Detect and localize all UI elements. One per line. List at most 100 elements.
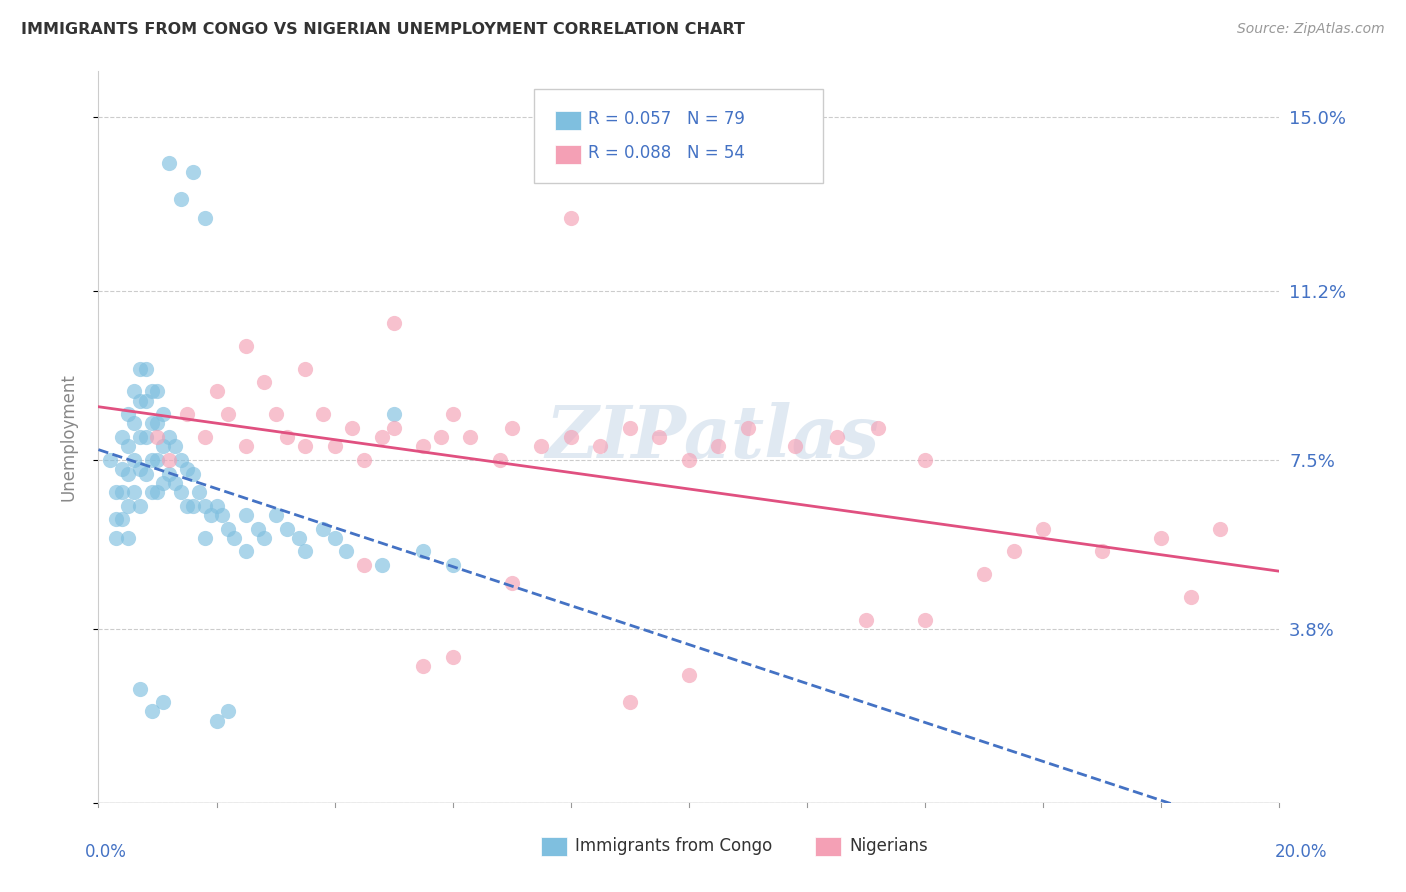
- Point: [785, 439, 807, 453]
- Point: [141, 705, 163, 719]
- Point: [460, 430, 482, 444]
- Point: [253, 531, 276, 545]
- Point: [678, 453, 700, 467]
- Point: [264, 407, 287, 421]
- Point: [412, 544, 434, 558]
- Point: [176, 407, 198, 421]
- Point: [441, 558, 464, 573]
- Point: [122, 453, 145, 467]
- Point: [353, 453, 375, 467]
- Point: [371, 430, 394, 444]
- Text: ZIPatlas: ZIPatlas: [546, 401, 880, 473]
- Point: [176, 462, 198, 476]
- Point: [128, 499, 150, 513]
- Point: [619, 421, 641, 435]
- Point: [441, 407, 464, 421]
- Point: [181, 165, 204, 179]
- Y-axis label: Unemployment: Unemployment: [59, 373, 77, 501]
- Point: [152, 439, 174, 453]
- Point: [294, 544, 316, 558]
- Point: [128, 393, 150, 408]
- Point: [973, 567, 995, 582]
- Point: [382, 407, 405, 421]
- Point: [560, 430, 582, 444]
- Point: [105, 485, 128, 500]
- Point: [128, 462, 150, 476]
- Point: [194, 499, 217, 513]
- Text: R = 0.088   N = 54: R = 0.088 N = 54: [588, 144, 745, 161]
- Point: [205, 499, 228, 513]
- Point: [98, 453, 121, 467]
- Point: [217, 705, 239, 719]
- Point: [146, 453, 169, 467]
- Point: [855, 613, 877, 627]
- Point: [135, 430, 157, 444]
- Point: [412, 439, 434, 453]
- Point: [128, 430, 150, 444]
- Point: [135, 393, 157, 408]
- Point: [122, 417, 145, 431]
- Point: [217, 407, 239, 421]
- Point: [105, 512, 128, 526]
- Text: Source: ZipAtlas.com: Source: ZipAtlas.com: [1237, 22, 1385, 37]
- Point: [335, 544, 357, 558]
- Point: [141, 384, 163, 399]
- Point: [128, 681, 150, 696]
- Point: [152, 695, 174, 709]
- Point: [288, 531, 311, 545]
- Point: [146, 384, 169, 399]
- Point: [128, 361, 150, 376]
- Point: [619, 695, 641, 709]
- Point: [530, 439, 553, 453]
- Point: [117, 467, 139, 481]
- Point: [157, 155, 180, 169]
- Point: [181, 499, 204, 513]
- Text: Nigerians: Nigerians: [849, 837, 928, 855]
- Point: [825, 430, 848, 444]
- Point: [737, 421, 759, 435]
- Point: [371, 558, 394, 573]
- Point: [146, 430, 169, 444]
- Point: [165, 439, 187, 453]
- Point: [707, 439, 730, 453]
- Point: [235, 544, 257, 558]
- Point: [1209, 521, 1232, 535]
- Point: [312, 407, 335, 421]
- Point: [312, 521, 335, 535]
- Point: [194, 531, 217, 545]
- Point: [276, 521, 298, 535]
- Point: [111, 430, 134, 444]
- Text: 0.0%: 0.0%: [84, 843, 127, 861]
- Point: [111, 462, 134, 476]
- Point: [294, 361, 316, 376]
- Point: [589, 439, 612, 453]
- Point: [152, 407, 174, 421]
- Point: [1180, 590, 1202, 604]
- Point: [165, 475, 187, 490]
- Point: [342, 421, 364, 435]
- Point: [224, 531, 246, 545]
- Point: [412, 658, 434, 673]
- Point: [276, 430, 298, 444]
- Point: [205, 384, 228, 399]
- Point: [246, 521, 269, 535]
- Point: [1002, 544, 1025, 558]
- Point: [157, 467, 180, 481]
- Point: [194, 211, 217, 225]
- Point: [200, 508, 222, 522]
- Point: [141, 417, 163, 431]
- Point: [441, 649, 464, 664]
- Point: [205, 714, 228, 728]
- Point: [211, 508, 233, 522]
- Point: [170, 453, 193, 467]
- Point: [141, 453, 163, 467]
- Point: [294, 439, 316, 453]
- Point: [152, 475, 174, 490]
- Point: [117, 531, 139, 545]
- Point: [157, 430, 180, 444]
- Point: [117, 499, 139, 513]
- Point: [170, 485, 193, 500]
- Point: [866, 421, 889, 435]
- Point: [176, 499, 198, 513]
- Point: [194, 430, 217, 444]
